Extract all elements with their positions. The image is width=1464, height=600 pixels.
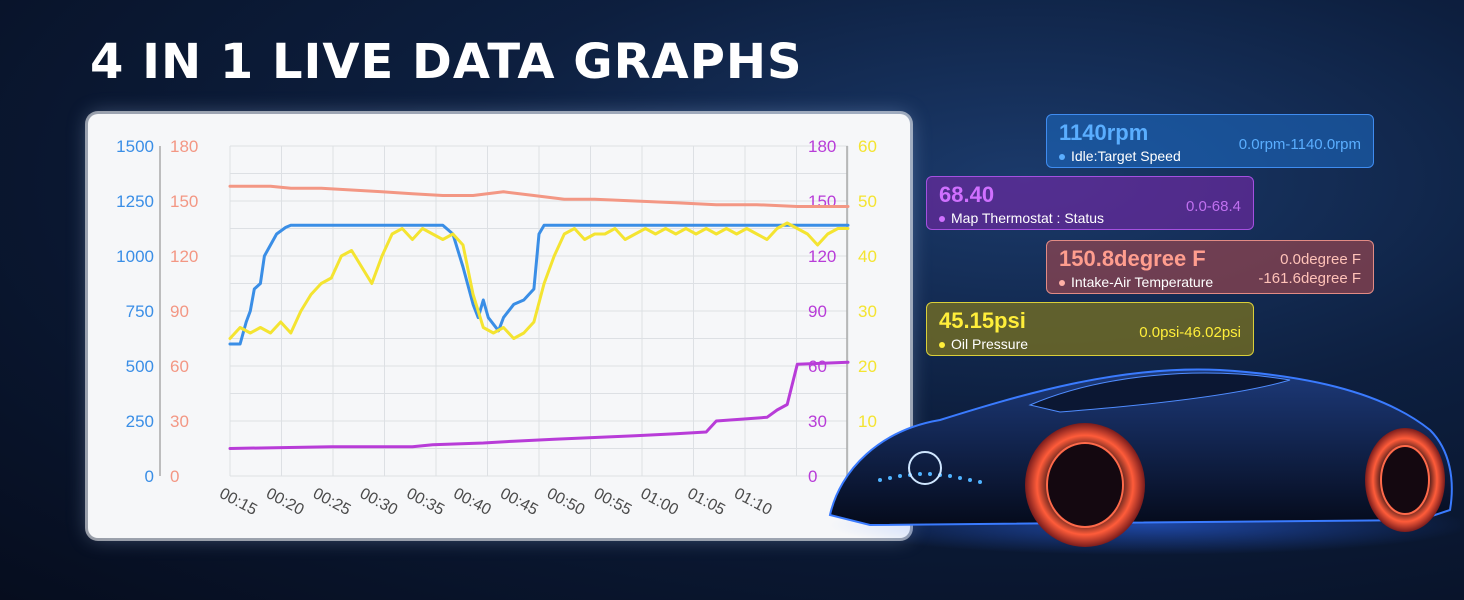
x-tick-label: 00:45 (497, 485, 540, 519)
card-range-text: 0.0rpm-1140.0rpm (1238, 136, 1361, 153)
sports-car-image (828, 368, 1460, 555)
y-tick-label-left-outer: 1250 (116, 192, 154, 211)
y-tick-label-right-inner: 60 (808, 357, 827, 376)
legend-dot-icon (1059, 154, 1065, 161)
y-tick-label-right-outer: 20 (858, 357, 877, 376)
series-line-0 (228, 223, 850, 346)
card-label-text: Idle:Target Speed (1071, 148, 1181, 164)
card-value: 68.40 (939, 182, 995, 207)
y-tick-label-left-outer: 500 (126, 357, 154, 376)
card-range: 0.0psi-46.02psi (1139, 323, 1241, 342)
card-range: 0.0degree F -161.6degree F (1258, 250, 1361, 288)
x-tick-label: 01:05 (684, 485, 727, 519)
y-tick-label-right-inner: 180 (808, 137, 836, 156)
card-map-thermostat: 68.40 Map Thermostat : Status 0.0-68.4 (926, 176, 1254, 230)
y-tick-label-left-inner: 30 (170, 412, 189, 431)
y-tick-label-right-outer: 10 (858, 412, 877, 431)
x-tick-label: 00:55 (591, 485, 634, 519)
card-range-text: 0.0psi-46.02psi (1139, 324, 1241, 341)
y-tick-label-right-outer: 40 (858, 247, 877, 266)
series-line-2 (228, 360, 850, 450)
y-tick-label-right-inner: 120 (808, 247, 836, 266)
legend-dot-icon (939, 216, 945, 223)
y-tick-label-left-inner: 90 (170, 302, 189, 321)
card-label: Idle:Target Speed (1059, 147, 1361, 165)
x-tick-label: 00:20 (263, 485, 306, 519)
card-label: Intake-Air Temperature (1059, 273, 1361, 291)
card-label: Oil Pressure (939, 335, 1241, 353)
y-tick-label-left-outer: 0 (145, 467, 154, 486)
card-range: 0.0-68.4 (1186, 197, 1241, 216)
x-tick-label: 00:40 (450, 485, 493, 519)
line-chart: 1500125010007505002500180150120906030018… (116, 137, 877, 519)
y-tick-label-left-outer: 250 (126, 412, 154, 431)
x-tick-label: 00:30 (357, 485, 400, 519)
x-tick-label: 01:00 (638, 485, 681, 519)
y-tick-label-right-outer: 50 (858, 192, 877, 211)
y-tick-label-left-outer: 750 (126, 302, 154, 321)
y-tick-label-left-outer: 1000 (116, 247, 154, 266)
card-label-text: Intake-Air Temperature (1071, 274, 1214, 290)
y-tick-label-left-inner: 180 (170, 137, 198, 156)
y-tick-label-right-outer: 30 (858, 302, 877, 321)
x-tick-label: 01:10 (731, 485, 774, 519)
card-intake-air-temperature: 150.8degree F Intake-Air Temperature 0.0… (1046, 240, 1374, 294)
card-range: 0.0rpm-1140.0rpm (1239, 135, 1361, 154)
y-tick-label-left-inner: 120 (170, 247, 198, 266)
y-tick-label-right-inner: 90 (808, 302, 827, 321)
y-tick-label-left-outer: 1500 (116, 137, 154, 156)
card-value: 150.8degree F (1059, 246, 1206, 271)
card-range-text: 0.0degree F (1280, 251, 1361, 268)
chart-panel: 1500 1250 1000 750 500 250 0 180 150 120 90 60 30 0 18… (88, 114, 910, 538)
y-tick-label-right-outer: 60 (858, 137, 877, 156)
card-value: 45.15psi (939, 308, 1026, 333)
y-tick-label-right-inner: 0 (808, 467, 817, 486)
y-tick-label-right-inner: 30 (808, 412, 827, 431)
legend-dot-icon (1059, 280, 1065, 287)
card-oil-pressure: 45.15psi Oil Pressure 0.0psi-46.02psi (926, 302, 1254, 356)
card-value: 1140rpm (1059, 120, 1149, 145)
series-line-3 (228, 221, 850, 340)
card-range-text: 0.0-68.4 (1185, 198, 1241, 215)
card-range-text-2: -161.6degree F (1258, 270, 1361, 287)
y-tick-label-left-inner: 0 (170, 467, 179, 486)
legend-dot-icon (939, 342, 945, 349)
card-label-text: Map Thermostat : Status (951, 210, 1105, 226)
y-tick-label-left-inner: 150 (170, 192, 198, 211)
x-tick-label: 00:35 (404, 485, 447, 519)
card-label-text: Oil Pressure (951, 336, 1029, 352)
x-tick-label: 00:15 (216, 485, 259, 519)
page-title: 4 IN 1 LIVE DATA GRAPHS (90, 34, 803, 90)
x-tick-label: 00:25 (310, 485, 353, 519)
card-label: Map Thermostat : Status (939, 209, 1241, 227)
y-tick-label-left-inner: 60 (170, 357, 189, 376)
card-idle-target-speed: 1140rpm Idle:Target Speed 0.0rpm-1140.0r… (1046, 114, 1374, 168)
x-tick-label: 00:50 (544, 485, 587, 519)
y-tick-label-right-inner: 150 (808, 192, 836, 211)
series-line-1 (228, 184, 850, 208)
